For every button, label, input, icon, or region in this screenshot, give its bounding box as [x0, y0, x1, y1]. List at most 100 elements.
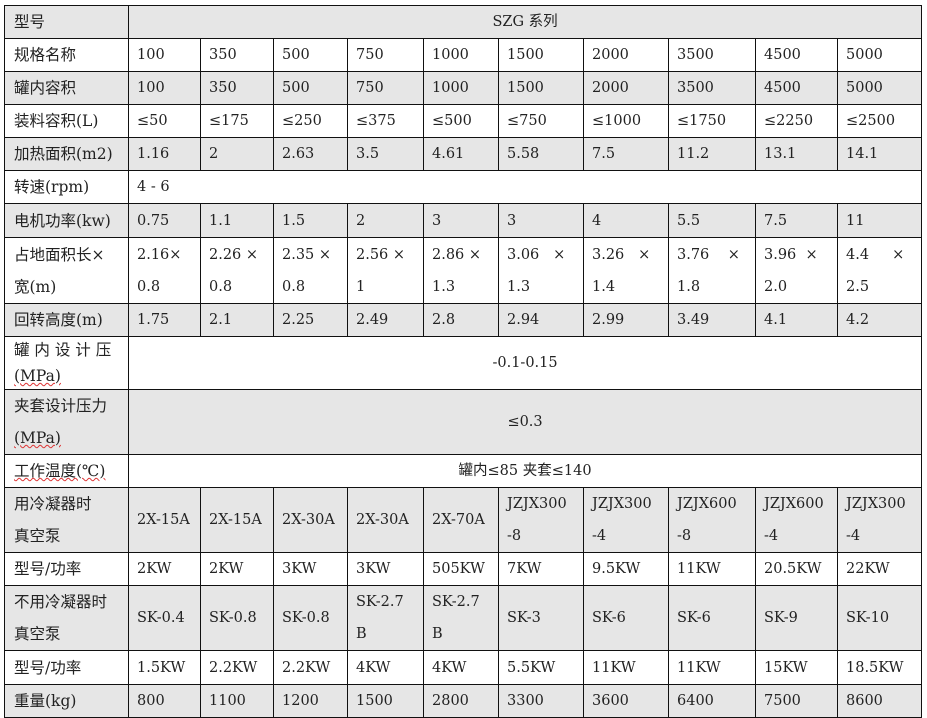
table-cell: JZJX600 -8	[668, 487, 756, 553]
table-cell: SK-3	[498, 585, 584, 651]
cell-text: 1200	[282, 693, 319, 709]
cell-text: 2000	[592, 47, 629, 63]
table-cell: 4.1	[755, 303, 838, 337]
table-cell: 3KW	[273, 552, 348, 586]
cell-text: 0.75	[137, 212, 170, 229]
cell-text: 2KW	[137, 561, 172, 577]
cell-text: 2.25	[282, 312, 315, 328]
cell-text: 2KW	[209, 561, 244, 577]
table-cell: SK-9	[755, 585, 838, 651]
table-cell: 2.26 × 0.8	[200, 237, 274, 304]
szg-spec-table: 型号 SZG 系列 规格名称 100 350 500 750 1000 1500 2000 3500…	[4, 5, 923, 718]
cell-text: 15KW	[764, 659, 808, 676]
cell-text: SZG 系列	[492, 14, 558, 30]
cell-text: 3KW	[282, 561, 317, 577]
row-label: 夹套设计压力 (MPa)	[4, 389, 129, 455]
table-cell: 2X-15A	[200, 487, 274, 553]
cell-text: 0.8	[282, 278, 306, 295]
cell-text: 3500	[677, 80, 714, 96]
table-cell: 2.63	[273, 137, 348, 171]
table-cell: 2.25	[273, 303, 348, 337]
cell-text: ≤375	[356, 113, 396, 129]
table-cell: SK-0.8	[273, 585, 348, 651]
table-cell: 11KW	[668, 650, 756, 685]
cell-text: 2X-15A	[137, 512, 190, 528]
table-row: 型号/功率 2KW 2KW 3KW 3KW 505KW 7KW 9.5KW 11KW 20.5KW…	[4, 552, 923, 586]
table-cell: 2KW	[128, 552, 201, 586]
table-cell: 100	[128, 38, 201, 72]
table-cell: 800	[128, 684, 201, 718]
table-cell: 2.99	[583, 303, 669, 337]
cell-text: 2.94	[507, 312, 540, 328]
table-cell: 500	[273, 38, 348, 72]
cell-text: 3.06 ×	[507, 246, 566, 263]
table-cell: 7.5	[755, 203, 838, 238]
table-cell: 750	[347, 71, 424, 105]
row-label: 加热面积(m2)	[4, 137, 129, 171]
row-label-line: 装料容积(L)	[14, 112, 99, 130]
table-cell: ≤2500	[836, 104, 923, 138]
cell-text: ≤500	[432, 113, 472, 129]
table-row: 罐 内 设 计 压 (MPa) -0.1-0.15	[4, 336, 923, 390]
table-cell: 2	[347, 203, 424, 238]
row-label-line: 罐内容积	[14, 79, 77, 97]
table-cell: 2.2KW	[273, 650, 348, 685]
cell-text: 7KW	[507, 561, 542, 577]
table-row: 用冷凝器时 真空泵 2X-15A 2X-15A 2X-30A 2X-30A 2X-70A JZ…	[4, 487, 923, 553]
cell-text: 350	[209, 47, 237, 63]
cell-text: 1.5	[282, 212, 306, 229]
cell-text: 2X-70A	[432, 512, 485, 528]
table-cell: 1000	[423, 71, 499, 105]
cell-text: ≤1000	[592, 113, 642, 129]
table-row: 不用冷凝器时 真空泵 SK-0.4 SK-0.8 SK-0.8 SK-2.7 B SK-2.7…	[4, 585, 923, 651]
cell-text: 5.58	[507, 146, 540, 162]
table-cell: 4	[583, 203, 669, 238]
table-cell: 4500	[755, 38, 838, 72]
cell-text: 505KW	[432, 561, 485, 577]
cell-text: 3	[432, 212, 442, 229]
table-cell: 14.1	[836, 137, 923, 171]
table-cell: ≤750	[498, 104, 584, 138]
table-cell: JZJX300 -4	[836, 487, 923, 553]
table-cell: 100	[128, 71, 201, 105]
row-label: 电机功率(kw)	[4, 203, 129, 238]
cell-text: ≤250	[282, 113, 322, 129]
table-row: 回转高度(m) 1.75 2.1 2.25 2.49 2.8 2.94 2.99 3.49 4.1…	[4, 303, 923, 337]
table-row: 重量(kg) 800 1100 1200 1500 2800 3300 3600 6400 750…	[4, 684, 923, 718]
table-cell: 350	[200, 71, 274, 105]
cell-text: JZJX600	[677, 496, 737, 512]
row-label-line: 重量(kg)	[14, 692, 77, 710]
cell-text: 4.4 ×	[846, 246, 905, 263]
cell-text: 2.8	[432, 312, 456, 328]
table-cell: 3	[498, 203, 584, 238]
cell-text: 4500	[764, 80, 801, 96]
table-cell: 1000	[423, 38, 499, 72]
cell-text: 13.1	[764, 146, 797, 162]
table-cell: 350	[200, 38, 274, 72]
cell-text: -4	[764, 528, 779, 544]
table-cell: 11KW	[583, 650, 669, 685]
table-cell: 2.1	[200, 303, 274, 337]
table-cell: 11.2	[668, 137, 756, 171]
cell-text: 1500	[507, 47, 544, 63]
table-cell: SK-2.7 B	[347, 585, 424, 651]
table-cell: 2X-70A	[423, 487, 499, 553]
table-cell: 1500	[498, 38, 584, 72]
cell-text: ≤0.3	[507, 414, 543, 430]
cell-text: 2X-30A	[356, 512, 409, 528]
table-cell: 1200	[273, 684, 348, 718]
table-cell: 3KW	[347, 552, 424, 586]
cell-text: SK-10	[846, 610, 890, 626]
cell-text: B	[432, 626, 443, 642]
table-cell: 5000	[836, 71, 923, 105]
table-cell: 3500	[668, 38, 756, 72]
row-label: 型号	[4, 5, 129, 39]
row-label: 回转高度(m)	[4, 303, 129, 337]
cell-text: SK-6	[592, 610, 626, 626]
row-label-line: 型号/功率	[14, 560, 82, 578]
table-cell: ≤1750	[668, 104, 756, 138]
table-cell: 11KW	[668, 552, 756, 586]
cell-text: 1.5KW	[137, 659, 186, 676]
cell-text: 2X-30A	[282, 512, 335, 528]
row-label-line: 加热面积(m2)	[14, 145, 113, 163]
